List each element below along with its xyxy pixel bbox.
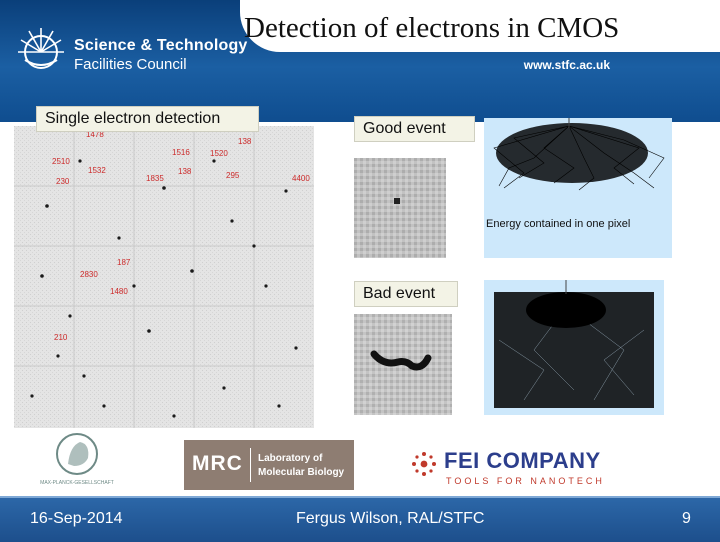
- detector-label: 138: [238, 137, 252, 146]
- mrc-line2: Molecular Biology: [258, 467, 345, 478]
- bad-event-simulation: [484, 280, 664, 415]
- single-electron-label: Single electron detection: [36, 106, 259, 132]
- mrc-logo: MRC Laboratory of Molecular Biology: [184, 440, 354, 490]
- detector-label: 4400: [292, 174, 310, 183]
- fei-dots-icon: [412, 452, 436, 476]
- footer-date: 16-Sep-2014: [30, 510, 123, 527]
- detector-label: 210: [54, 333, 68, 342]
- mrc-divider: [250, 448, 251, 482]
- bad-event-thumbnail: [354, 314, 452, 415]
- footer-bar: 16-Sep-2014 Fergus Wilson, RAL/STFC 9: [0, 496, 720, 542]
- good-event-simulation: Energy contained in one pixel: [484, 118, 672, 258]
- detector-label: 295: [226, 171, 240, 180]
- mrc-abbr: MRC: [192, 452, 243, 475]
- website-url: www.stfc.ac.uk: [523, 58, 610, 72]
- page-number: 9: [682, 510, 691, 527]
- footer-author: Fergus Wilson, RAL/STFC: [296, 510, 485, 527]
- detector-label: 2510: [52, 157, 70, 166]
- fei-logo: FEI COMPANY TOOLS FOR NANOTECH: [408, 444, 608, 494]
- good-event-label: Good event: [354, 116, 475, 142]
- fei-tagline: TOOLS FOR NANOTECH: [446, 476, 605, 486]
- bad-event-label: Bad event: [354, 281, 458, 307]
- detector-label: 1532: [88, 166, 106, 175]
- mpg-text: MAX-PLANCK-GESELLSCHAFT: [40, 480, 114, 486]
- mrc-line1: Laboratory of: [258, 453, 323, 464]
- max-planck-logo: MAX-PLANCK-GESELLSCHAFT: [30, 432, 125, 488]
- org-name-line1: Science & Technology: [74, 37, 248, 54]
- detector-label: 230: [56, 177, 70, 186]
- detector-label: 1478: [86, 130, 104, 139]
- detector-label: 138: [178, 167, 192, 176]
- stfc-sunburst-icon: [18, 28, 64, 69]
- slide-title: Detection of electrons in CMOS: [244, 12, 620, 44]
- org-name-line2: Facilities Council: [74, 56, 187, 73]
- good-event-thumbnail: [354, 158, 446, 258]
- stfc-logo: Science & Technology Facilities Council: [14, 22, 254, 74]
- detector-label: 2830: [80, 270, 98, 279]
- detector-frame-image: 1478 1516 1520 138 2510 230 1532 1835 13…: [14, 126, 314, 428]
- detector-label: 1516: [172, 148, 190, 157]
- detector-label: 1480: [110, 287, 128, 296]
- detector-label: 1835: [146, 174, 164, 183]
- detector-label: 1520: [210, 149, 228, 158]
- fei-name: FEI COMPANY: [444, 448, 601, 473]
- title-area: [240, 0, 720, 52]
- header-banner: Science & Technology Facilities Council …: [0, 0, 720, 122]
- energy-caption: Energy contained in one pixel: [486, 218, 631, 230]
- detector-frame-svg: 1478 1516 1520 138 2510 230 1532 1835 13…: [14, 126, 314, 428]
- detector-label: 187: [117, 258, 131, 267]
